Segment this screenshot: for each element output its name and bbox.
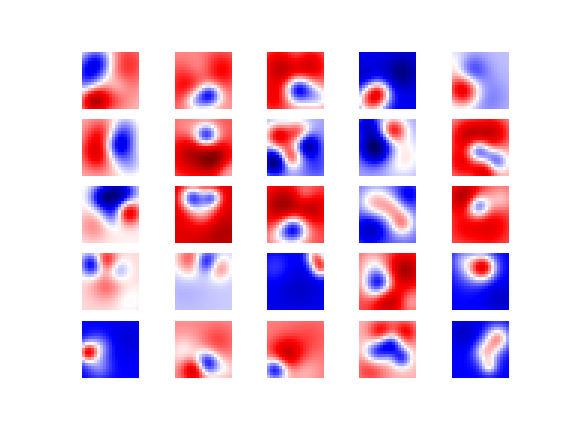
- heatmap-image: [359, 52, 416, 109]
- heatmap-image: [452, 186, 509, 243]
- heatmap-image: [359, 321, 416, 378]
- heatmap-tile-r2-c1: [82, 119, 139, 176]
- heatmap-tile-r4-c3: [267, 253, 324, 310]
- heatmap-tile-r2-c3: [267, 119, 324, 176]
- heatmap-image: [175, 253, 232, 310]
- heatmap-image: [82, 52, 139, 109]
- heatmap-image: [452, 321, 509, 378]
- heatmap-image: [359, 186, 416, 243]
- heatmap-tile-r3-c2: [175, 186, 232, 243]
- heatmap-tile-r4-c1: [82, 253, 139, 310]
- heatmap-tile-r4-c4: [359, 253, 416, 310]
- heatmap-image: [175, 119, 232, 176]
- heatmap-tile-r1-c3: [267, 52, 324, 109]
- heatmap-image: [175, 321, 232, 378]
- heatmap-image: [452, 119, 509, 176]
- heatmap-image: [82, 321, 139, 378]
- heatmap-image: [267, 321, 324, 378]
- heatmap-image: [452, 253, 509, 310]
- heatmap-image: [267, 119, 324, 176]
- heatmap-tile-r4-c5: [452, 253, 509, 310]
- heatmap-image: [175, 52, 232, 109]
- heatmap-tile-r5-c5: [452, 321, 509, 378]
- heatmap-image: [82, 253, 139, 310]
- heatmap-tile-r3-c3: [267, 186, 324, 243]
- heatmap-image: [82, 186, 139, 243]
- heatmap-tile-r3-c5: [452, 186, 509, 243]
- heatmap-tile-r1-c1: [82, 52, 139, 109]
- heatmap-tile-r1-c4: [359, 52, 416, 109]
- heatmap-image: [267, 253, 324, 310]
- heatmap-tile-r5-c1: [82, 321, 139, 378]
- heatmap-image: [82, 119, 139, 176]
- heatmap-tile-r5-c4: [359, 321, 416, 378]
- heatmap-tile-r5-c2: [175, 321, 232, 378]
- heatmap-image: [359, 119, 416, 176]
- heatmap-tile-r2-c2: [175, 119, 232, 176]
- heatmap-image: [267, 52, 324, 109]
- heatmap-tile-r4-c2: [175, 253, 232, 310]
- heatmap-image: [175, 186, 232, 243]
- heatmap-tile-r1-c2: [175, 52, 232, 109]
- heatmap-tile-r3-c4: [359, 186, 416, 243]
- heatmap-image: [452, 52, 509, 109]
- heatmap-tile-r3-c1: [82, 186, 139, 243]
- heatmap-image: [359, 253, 416, 310]
- heatmap-tile-r2-c4: [359, 119, 416, 176]
- heatmap-image: [267, 186, 324, 243]
- heatmap-tile-r1-c5: [452, 52, 509, 109]
- heatmap-tile-r5-c3: [267, 321, 324, 378]
- heatmap-tile-r2-c5: [452, 119, 509, 176]
